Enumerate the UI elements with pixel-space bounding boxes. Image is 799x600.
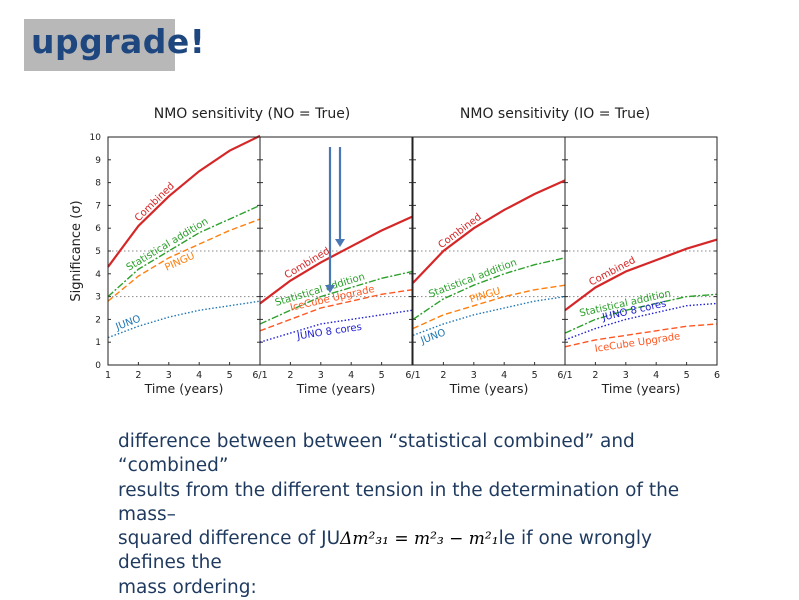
x-tick-label: 3: [166, 370, 172, 381]
arrow-head-icon: [325, 285, 335, 293]
x-tick-label: 3: [318, 370, 324, 381]
body-line: results from the different tension in th…: [118, 479, 680, 501]
y-tick-label: 3: [95, 293, 101, 303]
panel-frame: [564, 136, 718, 366]
arrow-head-icon: [335, 239, 345, 247]
series-label: Combined: [283, 246, 332, 282]
y-tick-label: 1: [95, 338, 101, 348]
body-text-part: squared difference of JU: [118, 528, 341, 550]
x-tick-label: 4: [653, 370, 659, 381]
math-formula: Δm²₃₁ = m²₃ − m²₁: [340, 529, 499, 550]
body-line: mass–: [118, 503, 176, 525]
series-line-combined: [564, 238, 718, 312]
series-line-juno-8-cores: [259, 309, 413, 343]
body-text: difference between between “statistical …: [118, 430, 718, 600]
nmo-sensitivity-chart: NMO sensitivity (NO = True) NMO sensitivi…: [69, 106, 720, 396]
group-title: NMO sensitivity (NO = True): [154, 106, 351, 122]
series-line-pingu: [412, 284, 566, 330]
y-axis-label: Significance (σ): [69, 200, 84, 301]
series-label: JUNO 8 cores: [295, 322, 362, 343]
y-tick-label: 7: [95, 201, 101, 211]
title-highlight: [24, 19, 175, 71]
x-axis-label: Time (years): [449, 381, 529, 396]
x-tick-label: 6: [714, 370, 720, 381]
x-tick-label: 4: [348, 370, 354, 381]
series-line-pingu: [107, 218, 261, 302]
y-tick-label: 9: [95, 156, 101, 166]
slide-title: upgrade!: [31, 22, 206, 61]
panel-frame: [259, 136, 413, 366]
x-tick-label: 6/1: [252, 370, 267, 381]
series-label: PINGU: [163, 251, 196, 274]
x-axis-label: Time (years): [296, 381, 376, 396]
x-tick-label: 5: [684, 370, 690, 381]
series-line-icecube-upgrade: [259, 289, 413, 332]
series-line-combined: [259, 215, 413, 305]
x-tick-label: 3: [471, 370, 477, 381]
body-line: “combined”: [118, 455, 229, 477]
x-tick-label: 6/1: [557, 370, 572, 381]
series-line-combined: [412, 179, 566, 284]
y-tick-label: 10: [90, 133, 102, 143]
x-axis-label: Time (years): [144, 381, 224, 396]
body-line: squared difference of JUΔm²₃₁ = m²₃ − m²…: [118, 527, 718, 551]
series-label: Combined: [587, 255, 637, 288]
y-tick-label: 4: [95, 270, 101, 280]
body-line: mass ordering:: [118, 576, 257, 598]
y-tick-label: 8: [95, 179, 101, 189]
y-tick-label: 2: [95, 315, 101, 325]
series-line-statistical-addition: [564, 293, 718, 334]
y-tick-label: 5: [95, 247, 101, 257]
y-tick-label: 6: [95, 224, 101, 234]
body-line: difference between between “statistical …: [118, 431, 635, 452]
y-tick-label: 0: [95, 361, 101, 371]
x-tick-label: 3: [623, 370, 629, 381]
series-label: Combined: [437, 212, 484, 251]
series-line-combined: [107, 134, 261, 268]
series-line-statistical-addition: [107, 204, 261, 298]
x-tick-label: 5: [227, 370, 233, 381]
x-tick-label: 2: [440, 370, 446, 381]
group-title: NMO sensitivity (IO = True): [460, 106, 650, 122]
series-label: JUNO: [419, 327, 448, 347]
x-tick-label: 4: [196, 370, 202, 381]
x-axis-label: Time (years): [601, 381, 681, 396]
series-line-icecube-upgrade: [564, 323, 718, 348]
x-tick-label: 4: [501, 370, 507, 381]
x-tick-label: 5: [532, 370, 538, 381]
series-label: Combined: [133, 181, 177, 224]
x-tick-label: 2: [592, 370, 598, 381]
x-tick-label: 1: [105, 370, 111, 381]
x-tick-label: 2: [135, 370, 141, 381]
x-tick-label: 2: [287, 370, 293, 381]
x-tick-label: 6/1: [405, 370, 420, 381]
series-line-statistical-addition: [259, 270, 413, 325]
x-tick-label: 5: [379, 370, 385, 381]
series-line-statistical-addition: [412, 257, 566, 320]
series-label: IceCube Upgrade: [594, 331, 681, 355]
body-line: defines the: [118, 552, 222, 574]
body-text-part: le if one wrongly: [498, 528, 653, 550]
